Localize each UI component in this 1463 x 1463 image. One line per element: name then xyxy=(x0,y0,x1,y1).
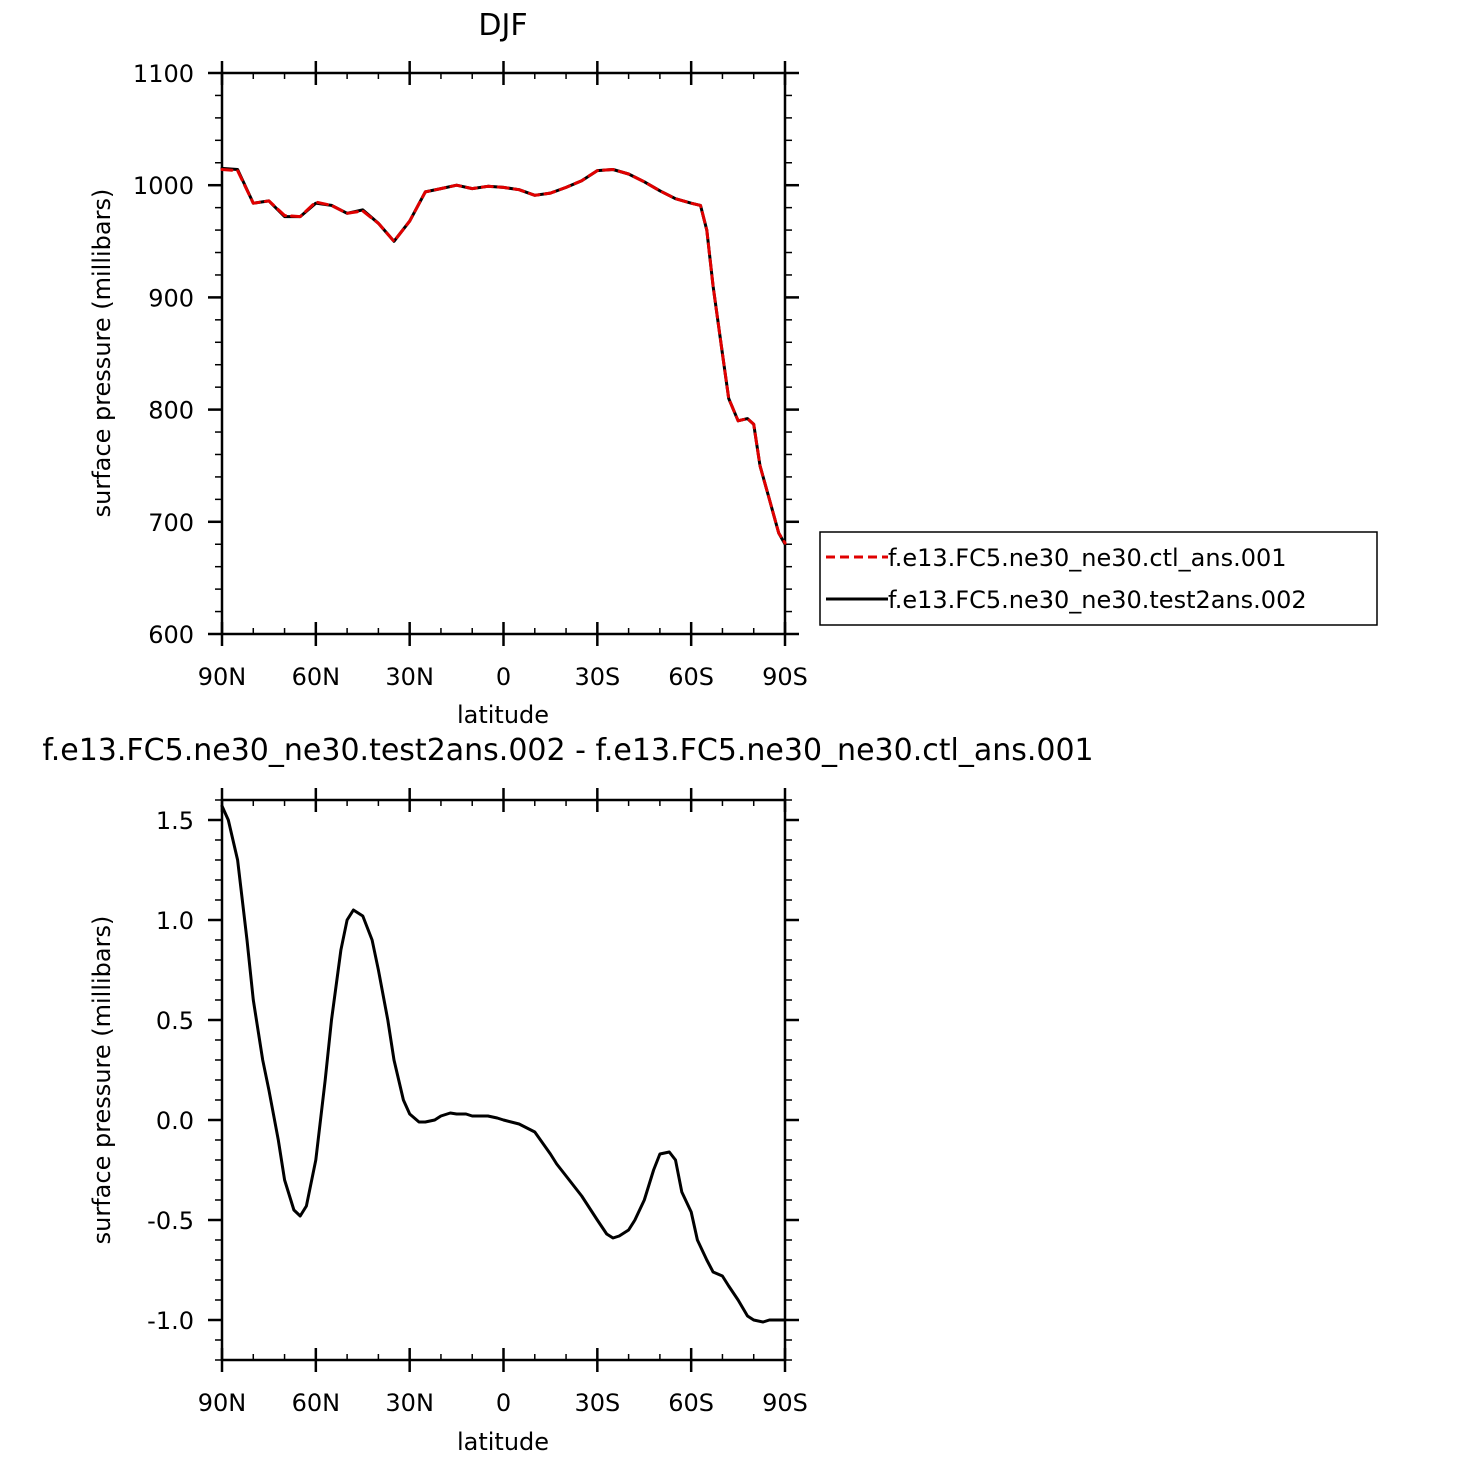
top-x-tick-label: 30N xyxy=(385,663,434,691)
bottom-x-tick-label: 30N xyxy=(385,1389,434,1417)
bottom-y-tick-label: -1.0 xyxy=(147,1307,194,1335)
bottom-y-tick-label: 0.5 xyxy=(156,1007,194,1035)
top-x-tick-label: 60N xyxy=(292,663,341,691)
top-y-tick-label: 600 xyxy=(148,621,194,649)
bottom-chart-title: f.e13.FC5.ne30_ne30.test2ans.002 - f.e13… xyxy=(42,733,1093,768)
top-panel: DJF 90N 60N 30N 0 30S 60S 90S 600 700 800 900 1000 1… xyxy=(88,8,808,729)
legend-box xyxy=(819,531,1378,626)
legend: f.e13.FC5.ne30_ne30.ctl_ans.001 f.e13.FC… xyxy=(819,531,1378,626)
legend-label-ctl: f.e13.FC5.ne30_ne30.ctl_ans.001 xyxy=(888,544,1287,572)
top-y-tick-label: 1000 xyxy=(133,172,194,200)
bottom-tick-group: 90N 60N 30N 0 30S 60S 90S -1.0 -0.5 0.0 0.5 1.0 1.5 xyxy=(147,788,808,1417)
top-series-group xyxy=(220,166,787,546)
bottom-x-tick-label: 30S xyxy=(574,1389,620,1417)
top-y-tick-label: 1100 xyxy=(133,60,194,88)
top-chart-title: DJF xyxy=(478,8,527,43)
top-y-tick-label: 800 xyxy=(148,397,194,425)
bottom-x-tick-label: 60N xyxy=(292,1389,341,1417)
bottom-series-group xyxy=(220,804,787,1324)
top-x-tick-label: 90N xyxy=(198,663,247,691)
bottom-y-tick-label: 1.0 xyxy=(156,907,194,935)
bottom-series-line-1 xyxy=(220,804,787,1324)
bottom-y-tick-label: 1.5 xyxy=(156,807,194,835)
top-x-tick-label: 60S xyxy=(668,663,714,691)
bottom-x-tick-label: 0 xyxy=(496,1389,511,1417)
top-y-axis-label: surface pressure (millibars) xyxy=(88,189,116,518)
bottom-plot-frame xyxy=(220,798,787,1362)
top-x-tick-label: 30S xyxy=(574,663,620,691)
top-tick-group: 90N 60N 30N 0 30S 60S 90S 600 700 800 900 1000 1100 xyxy=(133,60,808,691)
bottom-x-tick-label: 90S xyxy=(762,1389,808,1417)
top-y-tick-label: 700 xyxy=(148,509,194,537)
top-x-tick-label: 0 xyxy=(496,663,511,691)
top-x-tick-label: 90S xyxy=(762,663,808,691)
bottom-y-tick-label: 0.0 xyxy=(156,1107,194,1135)
bottom-x-tick-label: 60S xyxy=(668,1389,714,1417)
top-plot-frame xyxy=(220,71,787,636)
top-y-tick-label: 900 xyxy=(148,284,194,312)
top-series-line-2 xyxy=(220,166,787,546)
bottom-panel: f.e13.FC5.ne30_ne30.test2ans.002 - f.e13… xyxy=(42,733,1093,1456)
top-series-line-1 xyxy=(220,168,787,545)
top-x-axis-label: latitude xyxy=(457,701,549,729)
bottom-x-tick-label: 90N xyxy=(198,1389,247,1417)
bottom-y-tick-label: -0.5 xyxy=(147,1207,194,1235)
legend-label-test: f.e13.FC5.ne30_ne30.test2ans.002 xyxy=(888,586,1307,614)
bottom-y-axis-label: surface pressure (millibars) xyxy=(88,916,116,1245)
bottom-x-axis-label: latitude xyxy=(457,1428,549,1456)
